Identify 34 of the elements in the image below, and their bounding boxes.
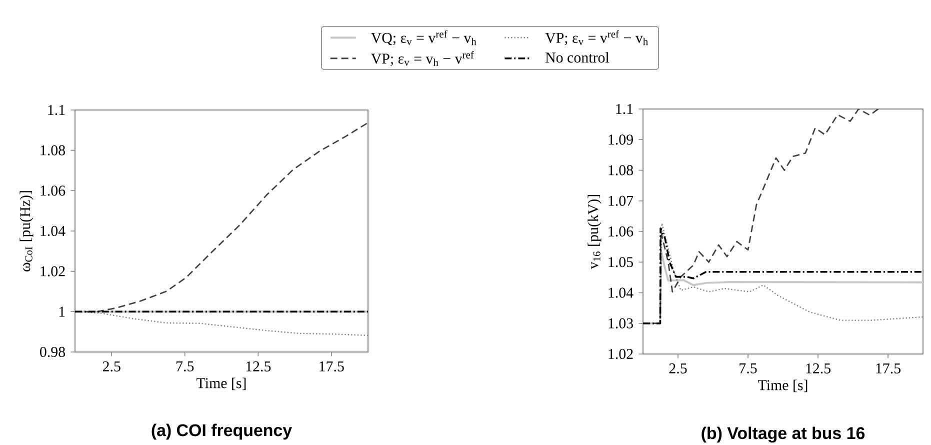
y-axis-title: v$_{16}$ [pu(kV)] [588,194,602,270]
y-tick-label: 1.04 [40,226,66,236]
x-axis-title: Time [s] [758,380,808,392]
y-tick-label: 0.98 [40,346,66,358]
x-tick-label: 12.5 [246,361,271,372]
x-tick-label: 7.5 [176,361,194,372]
legend-label: VP; ε$_{v}$ = v$_{h}$ − v$^{ref}$ [371,50,474,66]
x-tick-label: 2.5 [102,361,120,372]
legend-label: VQ; ε$_{v}$ = v$^{ref}$ − v$_{h}$ [371,30,476,46]
y-tick-label: 1.08 [40,145,66,156]
x-tick-label: 12.5 [806,363,831,374]
legend-label: No control [545,52,610,63]
y-tick-label: 1.05 [608,257,633,268]
y-tick-label: 1.06 [40,186,66,196]
x-tick-label: 17.5 [320,361,344,372]
x-tick-label: 2.5 [669,363,687,374]
y-tick-label: 1.03 [608,318,633,328]
y-tick-label: 1.04 [608,288,634,298]
y-tick-label: 1.1 [48,104,65,116]
x-tick-label: 17.5 [876,363,901,374]
y-axis-title: ω$_{CoI}$ [pu(Hz)] [20,191,34,272]
text: (a) COI frequency [152,424,292,440]
y-tick-label: 1.09 [608,134,633,145]
x-axis-title: Time [s] [196,378,246,390]
legend-label: VP; ε$_{v}$ = v$^{ref}$ − v$_{h}$ [545,30,648,46]
y-tick-label: 1 [59,306,65,317]
y-tick-label: 1.1 [616,104,633,114]
text: (b) Voltage at bus 16 [702,426,865,443]
y-tick-label: 1.02 [608,348,633,360]
y-tick-label: 1.02 [40,266,65,276]
y-tick-label: 1.06 [608,226,634,237]
y-tick-label: 1.08 [608,165,634,176]
y-tick-label: 1.07 [608,196,634,206]
x-tick-label: 7.5 [740,363,757,374]
